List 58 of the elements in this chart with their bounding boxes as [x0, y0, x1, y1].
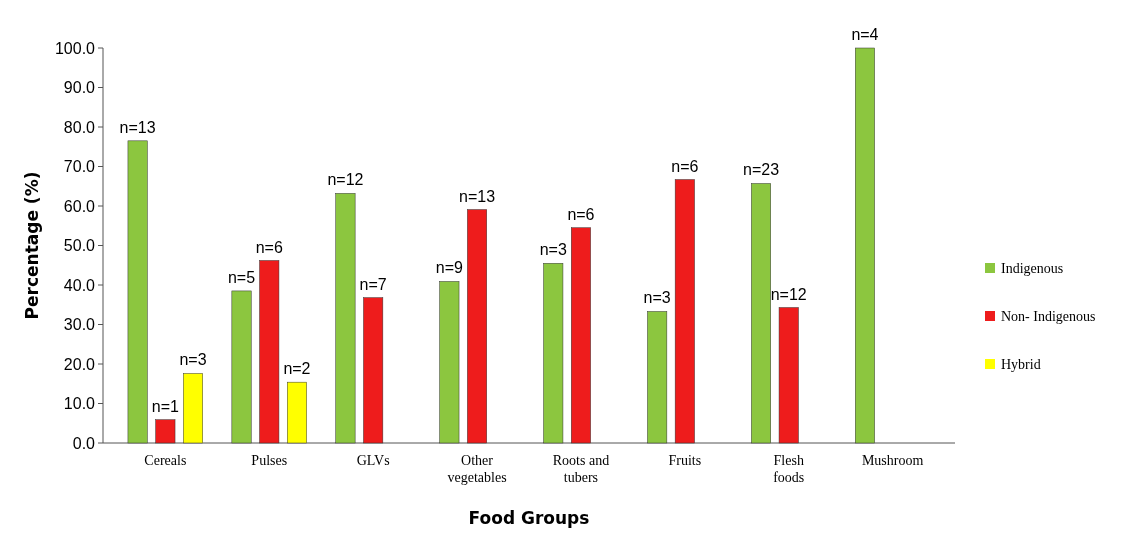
- annotation: n=12: [770, 285, 807, 303]
- y-tick-label: 0.0: [72, 434, 96, 452]
- y-tick-label: 50.0: [63, 237, 96, 255]
- legend-label: Non- Indigenous: [1001, 308, 1096, 324]
- bar: [674, 179, 695, 444]
- text: n=4: [851, 26, 879, 43]
- annotation: n=13: [119, 118, 156, 136]
- legend-label: Indigenous: [1001, 260, 1064, 276]
- x-tick-label: Roots and tubers: [552, 453, 610, 485]
- y-tick-label: 10.0: [63, 395, 96, 413]
- bar: [571, 227, 591, 444]
- y-tick-label: 90.0: [63, 79, 96, 97]
- x-tick-label: Flesh foods: [773, 453, 805, 485]
- x-tick-label: Cereals: [144, 453, 187, 468]
- annotation: n=3: [539, 241, 567, 259]
- y-tick-label: 100.0: [54, 39, 96, 57]
- legend-label: Hybrid: [1001, 356, 1041, 372]
- annotation: n=3: [179, 351, 207, 369]
- bar: [439, 281, 460, 444]
- bar: [183, 373, 203, 444]
- y-tick-label: 40.0: [63, 276, 96, 294]
- annotation: n=13: [459, 187, 496, 205]
- y-tick-label: 20.0: [63, 355, 96, 373]
- bar: [155, 419, 176, 444]
- annotation: n=9: [435, 259, 464, 277]
- y-tick-label: 30.0: [63, 316, 96, 334]
- y-tick-label: 60.0: [63, 197, 96, 215]
- bar: [751, 183, 771, 444]
- bar: [127, 140, 148, 444]
- annotation: n=6: [255, 238, 283, 256]
- x-tick-label: GLVs: [356, 453, 390, 468]
- bar: [543, 263, 564, 444]
- y-tick-label: 80.0: [63, 118, 96, 136]
- annotation: n=6: [567, 205, 595, 223]
- bar: [259, 260, 280, 444]
- bar: [647, 311, 668, 444]
- bar: [363, 297, 384, 444]
- annotation: n=12: [327, 171, 364, 189]
- bar: [467, 209, 487, 444]
- annotation: n=5: [227, 268, 256, 286]
- x-axis-title: Food Groups: [468, 508, 590, 528]
- y-axis-title: Percentage (%): [22, 171, 42, 320]
- bar: [778, 307, 799, 444]
- bar: [287, 381, 307, 444]
- x-tick-label: Other vegetables: [447, 453, 507, 485]
- annotation: n=3: [643, 289, 671, 307]
- x-tick-label: Pulses: [251, 453, 288, 468]
- annotation: n=6: [671, 157, 699, 175]
- y-tick-label: 70.0: [63, 158, 96, 176]
- annotation: n=23: [743, 161, 780, 179]
- annotation: n=1: [151, 397, 180, 415]
- x-tick-label: Fruits: [668, 453, 702, 468]
- bar: [855, 47, 875, 444]
- x-tick-label: Mushroom: [861, 453, 924, 468]
- annotation: n=7: [359, 275, 387, 293]
- bar: [231, 290, 252, 444]
- annotation: n=2: [283, 360, 311, 378]
- bar: [335, 193, 356, 444]
